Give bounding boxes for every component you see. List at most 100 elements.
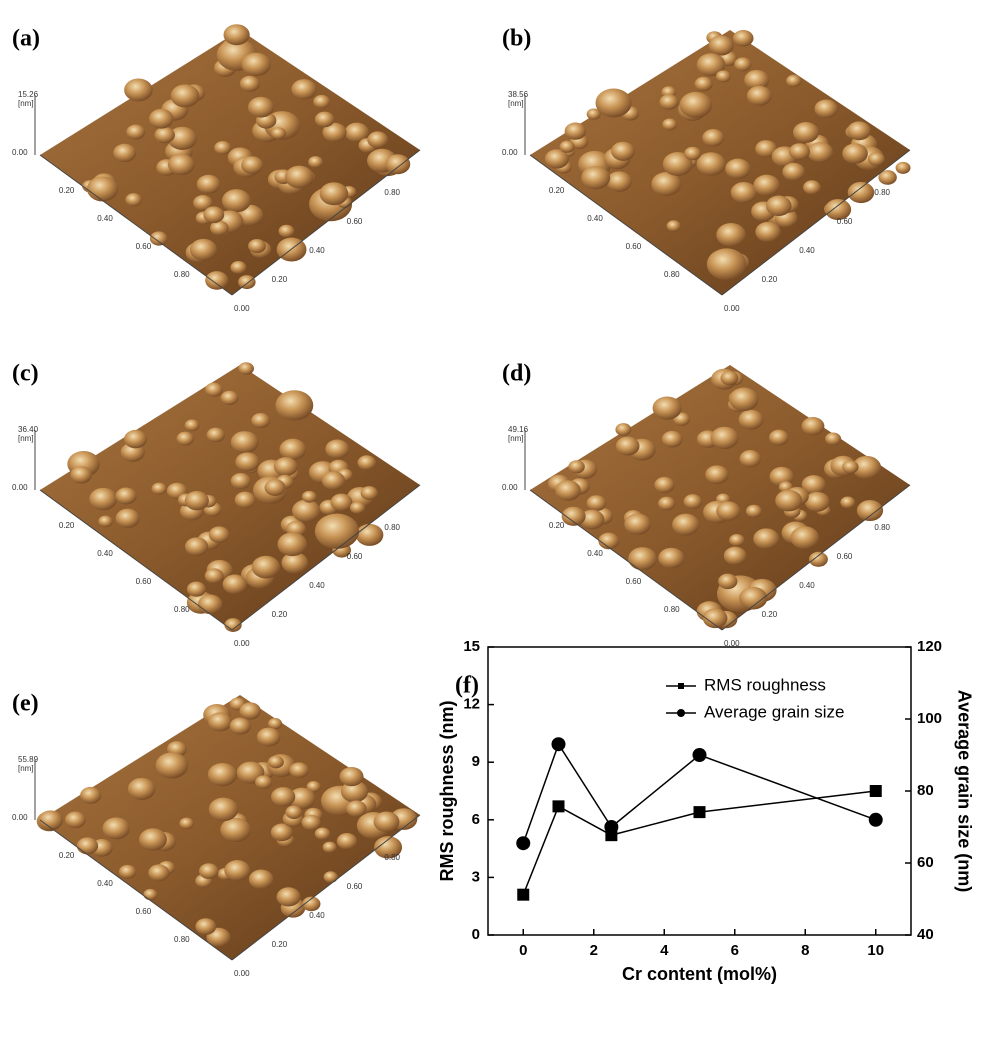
grain — [208, 797, 239, 822]
grain — [220, 817, 251, 843]
afm-tick: 0.00 — [724, 304, 740, 313]
grain — [878, 170, 897, 185]
grain — [301, 814, 321, 831]
grain — [564, 122, 587, 140]
data-point — [517, 888, 530, 901]
grain — [755, 221, 781, 243]
grain — [98, 515, 113, 528]
grain — [239, 75, 260, 92]
grain — [154, 126, 175, 144]
grain — [124, 429, 148, 449]
afm-tick: 0.00 — [234, 304, 250, 313]
afm-panel: (e) 55.89[nm] 0.00 0.20 0.40 0.60 0.80 0.00 0.20… — [12, 691, 421, 978]
grain — [568, 460, 585, 474]
grain — [241, 156, 264, 174]
z-label: 15.26 — [18, 90, 39, 99]
grain — [679, 91, 713, 118]
grain — [76, 837, 99, 855]
grain — [374, 836, 403, 859]
afm-tick: 0.60 — [347, 882, 363, 891]
grain — [684, 146, 702, 161]
z-unit: [nm] — [18, 434, 34, 443]
grain — [790, 526, 820, 550]
grain — [598, 532, 620, 550]
y-tick-label: 12 — [463, 696, 480, 713]
afm-tick: 0.60 — [837, 217, 853, 226]
z-label: 49.16 — [508, 425, 529, 434]
grain — [694, 76, 713, 92]
grain — [753, 174, 780, 196]
grain — [559, 140, 575, 153]
grain — [285, 805, 303, 819]
legend-label: RMS roughness — [704, 675, 826, 694]
afm-panel: (c) 36.40[nm] 0.00 0.20 0.40 0.60 0.80 0.00 0.20… — [12, 361, 421, 648]
grain — [277, 532, 308, 557]
grain — [895, 161, 911, 174]
grain — [179, 817, 194, 830]
z-unit: [nm] — [508, 434, 524, 443]
grain — [729, 387, 759, 412]
grain — [127, 777, 156, 800]
grain — [251, 412, 271, 429]
y2-tick-label: 80 — [917, 782, 934, 799]
afm-tick: 0.20 — [762, 610, 778, 619]
grain — [744, 69, 770, 90]
origin-label: 0.00 — [502, 483, 518, 492]
grain — [151, 482, 167, 495]
grain — [278, 224, 295, 238]
afm-tick: 0.80 — [174, 605, 190, 614]
grain — [611, 141, 635, 161]
grain — [115, 508, 140, 528]
data-point — [868, 812, 883, 827]
panel-label: (b) — [502, 26, 531, 52]
edge — [721, 484, 911, 631]
grain — [238, 362, 254, 375]
afm-tick: 0.80 — [664, 270, 680, 279]
grain — [651, 172, 682, 196]
grain — [319, 182, 349, 206]
grain — [113, 143, 137, 163]
grain — [207, 762, 237, 787]
grain — [80, 786, 102, 804]
grain — [301, 490, 317, 503]
y2-tick-label: 60 — [917, 854, 934, 871]
grain — [586, 495, 607, 512]
afm-tick: 0.80 — [384, 853, 400, 862]
grain — [195, 918, 217, 935]
edge — [231, 484, 421, 631]
plot-frame — [487, 646, 912, 936]
z-label: 55.89 — [18, 755, 39, 764]
grain — [86, 176, 119, 202]
x-tick-label: 4 — [660, 942, 669, 959]
grain — [746, 85, 772, 106]
y-tick-label: 0 — [472, 926, 480, 943]
x-tick-label: 0 — [519, 942, 527, 959]
data-point — [516, 836, 531, 851]
grain — [148, 108, 174, 129]
data-point — [692, 748, 707, 762]
grain — [276, 887, 301, 907]
grain — [206, 427, 225, 443]
grain — [739, 586, 768, 610]
grain — [241, 52, 271, 77]
grain — [167, 153, 195, 176]
grain — [256, 727, 281, 747]
grain — [288, 787, 316, 810]
afm-tick: 0.40 — [799, 246, 815, 255]
afm-tick: 0.60 — [347, 217, 363, 226]
grain — [615, 423, 632, 436]
grain — [264, 479, 286, 496]
grain — [170, 84, 200, 108]
grain — [579, 509, 605, 530]
grain — [729, 533, 745, 547]
grain — [210, 220, 229, 236]
grain — [801, 417, 825, 436]
z-unit: [nm] — [18, 764, 34, 773]
afm-tick: 0.20 — [59, 851, 75, 860]
grain — [666, 220, 681, 232]
grain — [230, 261, 247, 274]
grain — [808, 551, 828, 567]
grain — [659, 94, 679, 110]
afm-tick: 0.00 — [724, 639, 740, 648]
grain — [275, 390, 314, 421]
